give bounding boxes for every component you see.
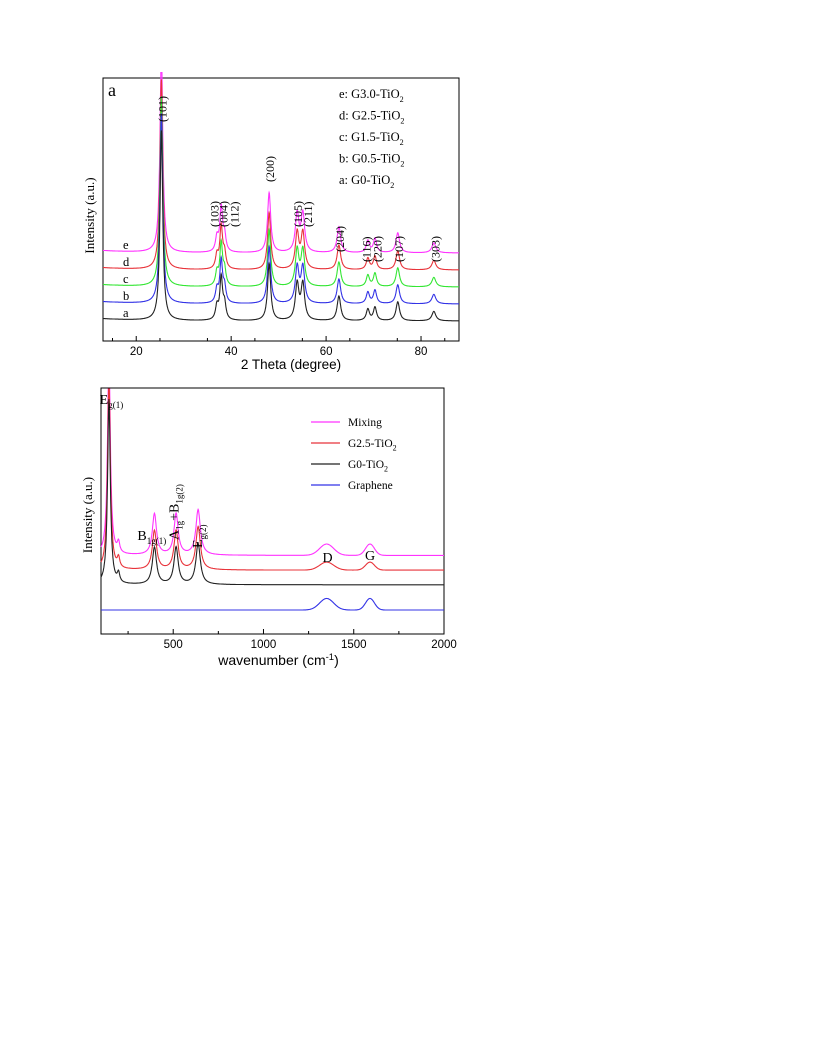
raman-plot-frame: [100, 387, 445, 635]
raman-series-line-0: [100, 388, 444, 556]
xrd-legend-entry: e: G3.0-TiO2: [339, 87, 404, 104]
xrd-legend-entry: c: G1.5-TiO2: [339, 130, 404, 147]
xrd-legend-entry: d: G2.5-TiO2: [339, 109, 404, 126]
raman-series-line-3: [101, 597, 444, 611]
raman-x-tick-label: 2000: [431, 639, 457, 651]
xrd-series-label-a: a: [123, 306, 129, 320]
raman-legend-entry: G0-TiO2: [348, 459, 388, 473]
raman-x-tick-label: 500: [164, 639, 183, 651]
xrd-reflection-label: (112): [228, 201, 242, 227]
xrd-x-tick-label: 60: [320, 346, 333, 358]
raman-chart-svg: 500 1000 1500 2000 wavenumber (cm-1) Intensit…: [80, 387, 457, 668]
xrd-reflection-label: (107): [392, 236, 406, 262]
raman-legend-entry: Graphene: [348, 480, 393, 492]
xrd-legend-entry: a: G0-TiO2: [339, 173, 394, 190]
xrd-series-label-c: c: [123, 272, 129, 286]
raman-mode-label: Eg(1): [100, 393, 124, 410]
raman-mode-label: A1g+B1g(2): [168, 484, 185, 540]
xrd-reflection-label: (101): [155, 96, 169, 122]
raman-legend-entry: Mixing: [348, 417, 382, 429]
raman-y-axis-label: Intensity (a.u.): [80, 477, 95, 553]
raman-mode-label: Eg(2): [191, 524, 208, 548]
xrd-reflection-label: (220): [370, 236, 384, 262]
xrd-y-axis-label: Intensity (a.u.): [82, 177, 97, 253]
xrd-reflection-label: (004): [217, 201, 231, 227]
xrd-series-line-b: [103, 113, 459, 305]
xrd-legend-entry: b: G0.5-TiO2: [339, 152, 404, 169]
raman-chart: 500 1000 1500 2000 wavenumber (cm-1) Intensit…: [78, 382, 462, 668]
xrd-series-line-a: [103, 130, 459, 322]
xrd-plot-frame: [102, 77, 460, 342]
raman-x-tick-label: 1000: [251, 639, 277, 651]
xrd-x-tick-label: 20: [130, 346, 143, 358]
xrd-chart-svg: 20 40 60 80 2 Theta (degree) Intensity (a.u.)…: [82, 52, 460, 372]
raman-mode-label: B1g(1): [137, 529, 166, 546]
raman-mode-label: G: [365, 549, 375, 564]
raman-series-line-2: [100, 399, 444, 586]
raman-legend-entry: G2.5-TiO2: [348, 438, 397, 452]
xrd-chart: 20 40 60 80 2 Theta (degree) Intensity (a.u.)…: [78, 52, 462, 376]
raman-x-tick-label: 1500: [341, 639, 367, 651]
xrd-reflection-label: (303): [428, 236, 442, 262]
xrd-reflection-label: (211): [301, 201, 315, 227]
xrd-series-label-d: d: [123, 255, 130, 269]
raman-series-line-1: [100, 388, 444, 571]
xrd-reflection-label: (105): [291, 201, 305, 227]
xrd-reflection-label: (103): [208, 201, 222, 227]
xrd-series-label-e: e: [123, 238, 129, 252]
xrd-panel-label: a: [108, 80, 116, 100]
xrd-x-tick-label: 40: [225, 346, 238, 358]
xrd-x-tick-label: 80: [415, 346, 428, 358]
xrd-reflection-label: (200): [263, 156, 277, 182]
raman-x-axis-label: wavenumber (cm-1): [217, 652, 339, 668]
xrd-series-label-b: b: [123, 289, 129, 303]
raman-mode-label: D: [323, 551, 333, 566]
xrd-x-axis-label: 2 Theta (degree): [241, 357, 341, 372]
xrd-reflection-label: (204): [333, 226, 347, 252]
xrd-reflection-label: (116): [359, 236, 373, 262]
